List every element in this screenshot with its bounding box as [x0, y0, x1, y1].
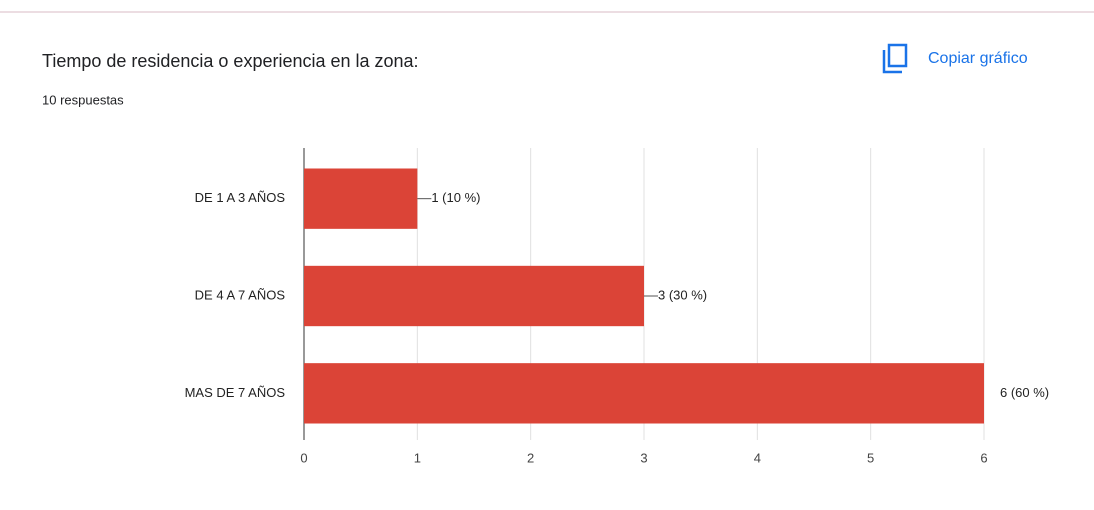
response-count: 10 respuestas	[42, 92, 124, 107]
category-label: DE 4 A 7 AÑOS	[195, 287, 286, 302]
value-label: 3 (30 %)	[658, 287, 707, 302]
value-label: 6 (60 %)	[1000, 385, 1049, 400]
bar	[304, 363, 984, 424]
x-tick-label: 6	[980, 450, 987, 465]
bar	[304, 168, 418, 229]
category-label: MAS DE 7 AÑOS	[185, 385, 286, 400]
x-tick-label: 3	[640, 450, 647, 465]
x-tick-label: 2	[527, 450, 534, 465]
value-label: 1 (10 %)	[431, 190, 480, 205]
x-tick-label: 5	[867, 450, 874, 465]
copy-label[interactable]: Copiar gráfico	[928, 50, 1028, 67]
copy-icon	[887, 43, 908, 68]
bar	[304, 265, 644, 327]
x-tick-label: 4	[754, 450, 761, 465]
category-label: DE 1 A 3 AÑOS	[195, 190, 286, 205]
x-tick-label: 1	[414, 450, 421, 465]
x-tick-label: 0	[300, 450, 307, 465]
copy-icon	[882, 50, 902, 74]
copy-button[interactable]: Copiar gráfico	[882, 43, 1028, 74]
chart-title: Tiempo de residencia o experiencia en la…	[42, 51, 419, 71]
